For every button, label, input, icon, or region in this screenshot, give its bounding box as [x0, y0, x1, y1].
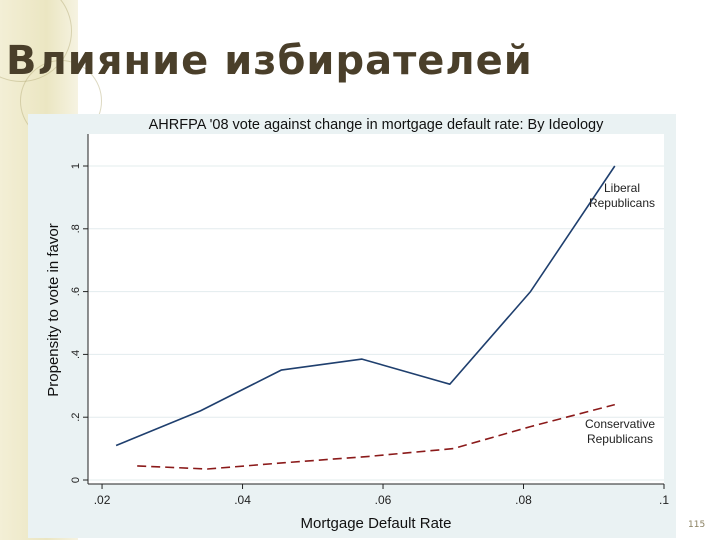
conservative-republicans-line	[137, 403, 616, 470]
y-tick-label: .8	[70, 224, 82, 233]
series-label: Republicans	[589, 196, 655, 210]
chart-panel: 0 .2 .4 .6 .8 1 .02 .04 .06 .08 .1 AHRFPA '08 vot…	[28, 114, 676, 538]
y-tick-label: .4	[70, 350, 82, 359]
series-label: Republicans	[587, 432, 653, 446]
y-axis-label: Propensity to vote in favor	[45, 223, 62, 396]
plot-area	[88, 134, 664, 484]
series-label: Conservative	[585, 417, 655, 431]
line-chart: 0 .2 .4 .6 .8 1 .02 .04 .06 .08 .1 AHRFPA '08 vot…	[45, 117, 669, 532]
y-tick-label: 0	[70, 477, 82, 483]
y-tick-label: .6	[70, 287, 82, 296]
x-axis-label: Mortgage Default Rate	[301, 515, 452, 532]
x-tick-label: .06	[375, 493, 392, 507]
y-axis: 0 .2 .4 .6 .8 1	[70, 134, 89, 484]
series-layer	[115, 165, 616, 470]
page-number: 115	[688, 520, 706, 530]
series-label: Liberal	[604, 181, 640, 195]
x-tick-label: .02	[94, 493, 111, 507]
x-tick-label: .08	[515, 493, 532, 507]
x-tick-label: .1	[659, 493, 669, 507]
y-tick-label: 1	[70, 163, 82, 169]
liberal-republicans-line	[115, 165, 616, 447]
x-tick-label: .04	[234, 493, 251, 507]
y-tick-label: .2	[70, 413, 82, 422]
slide-title: Влияние избирателей	[6, 38, 533, 84]
chart-title: AHRFPA '08 vote against change in mortga…	[149, 117, 604, 133]
series-labels: LiberalRepublicansConservativeRepublican…	[585, 181, 655, 446]
x-axis: .02 .04 .06 .08 .1	[88, 483, 669, 507]
